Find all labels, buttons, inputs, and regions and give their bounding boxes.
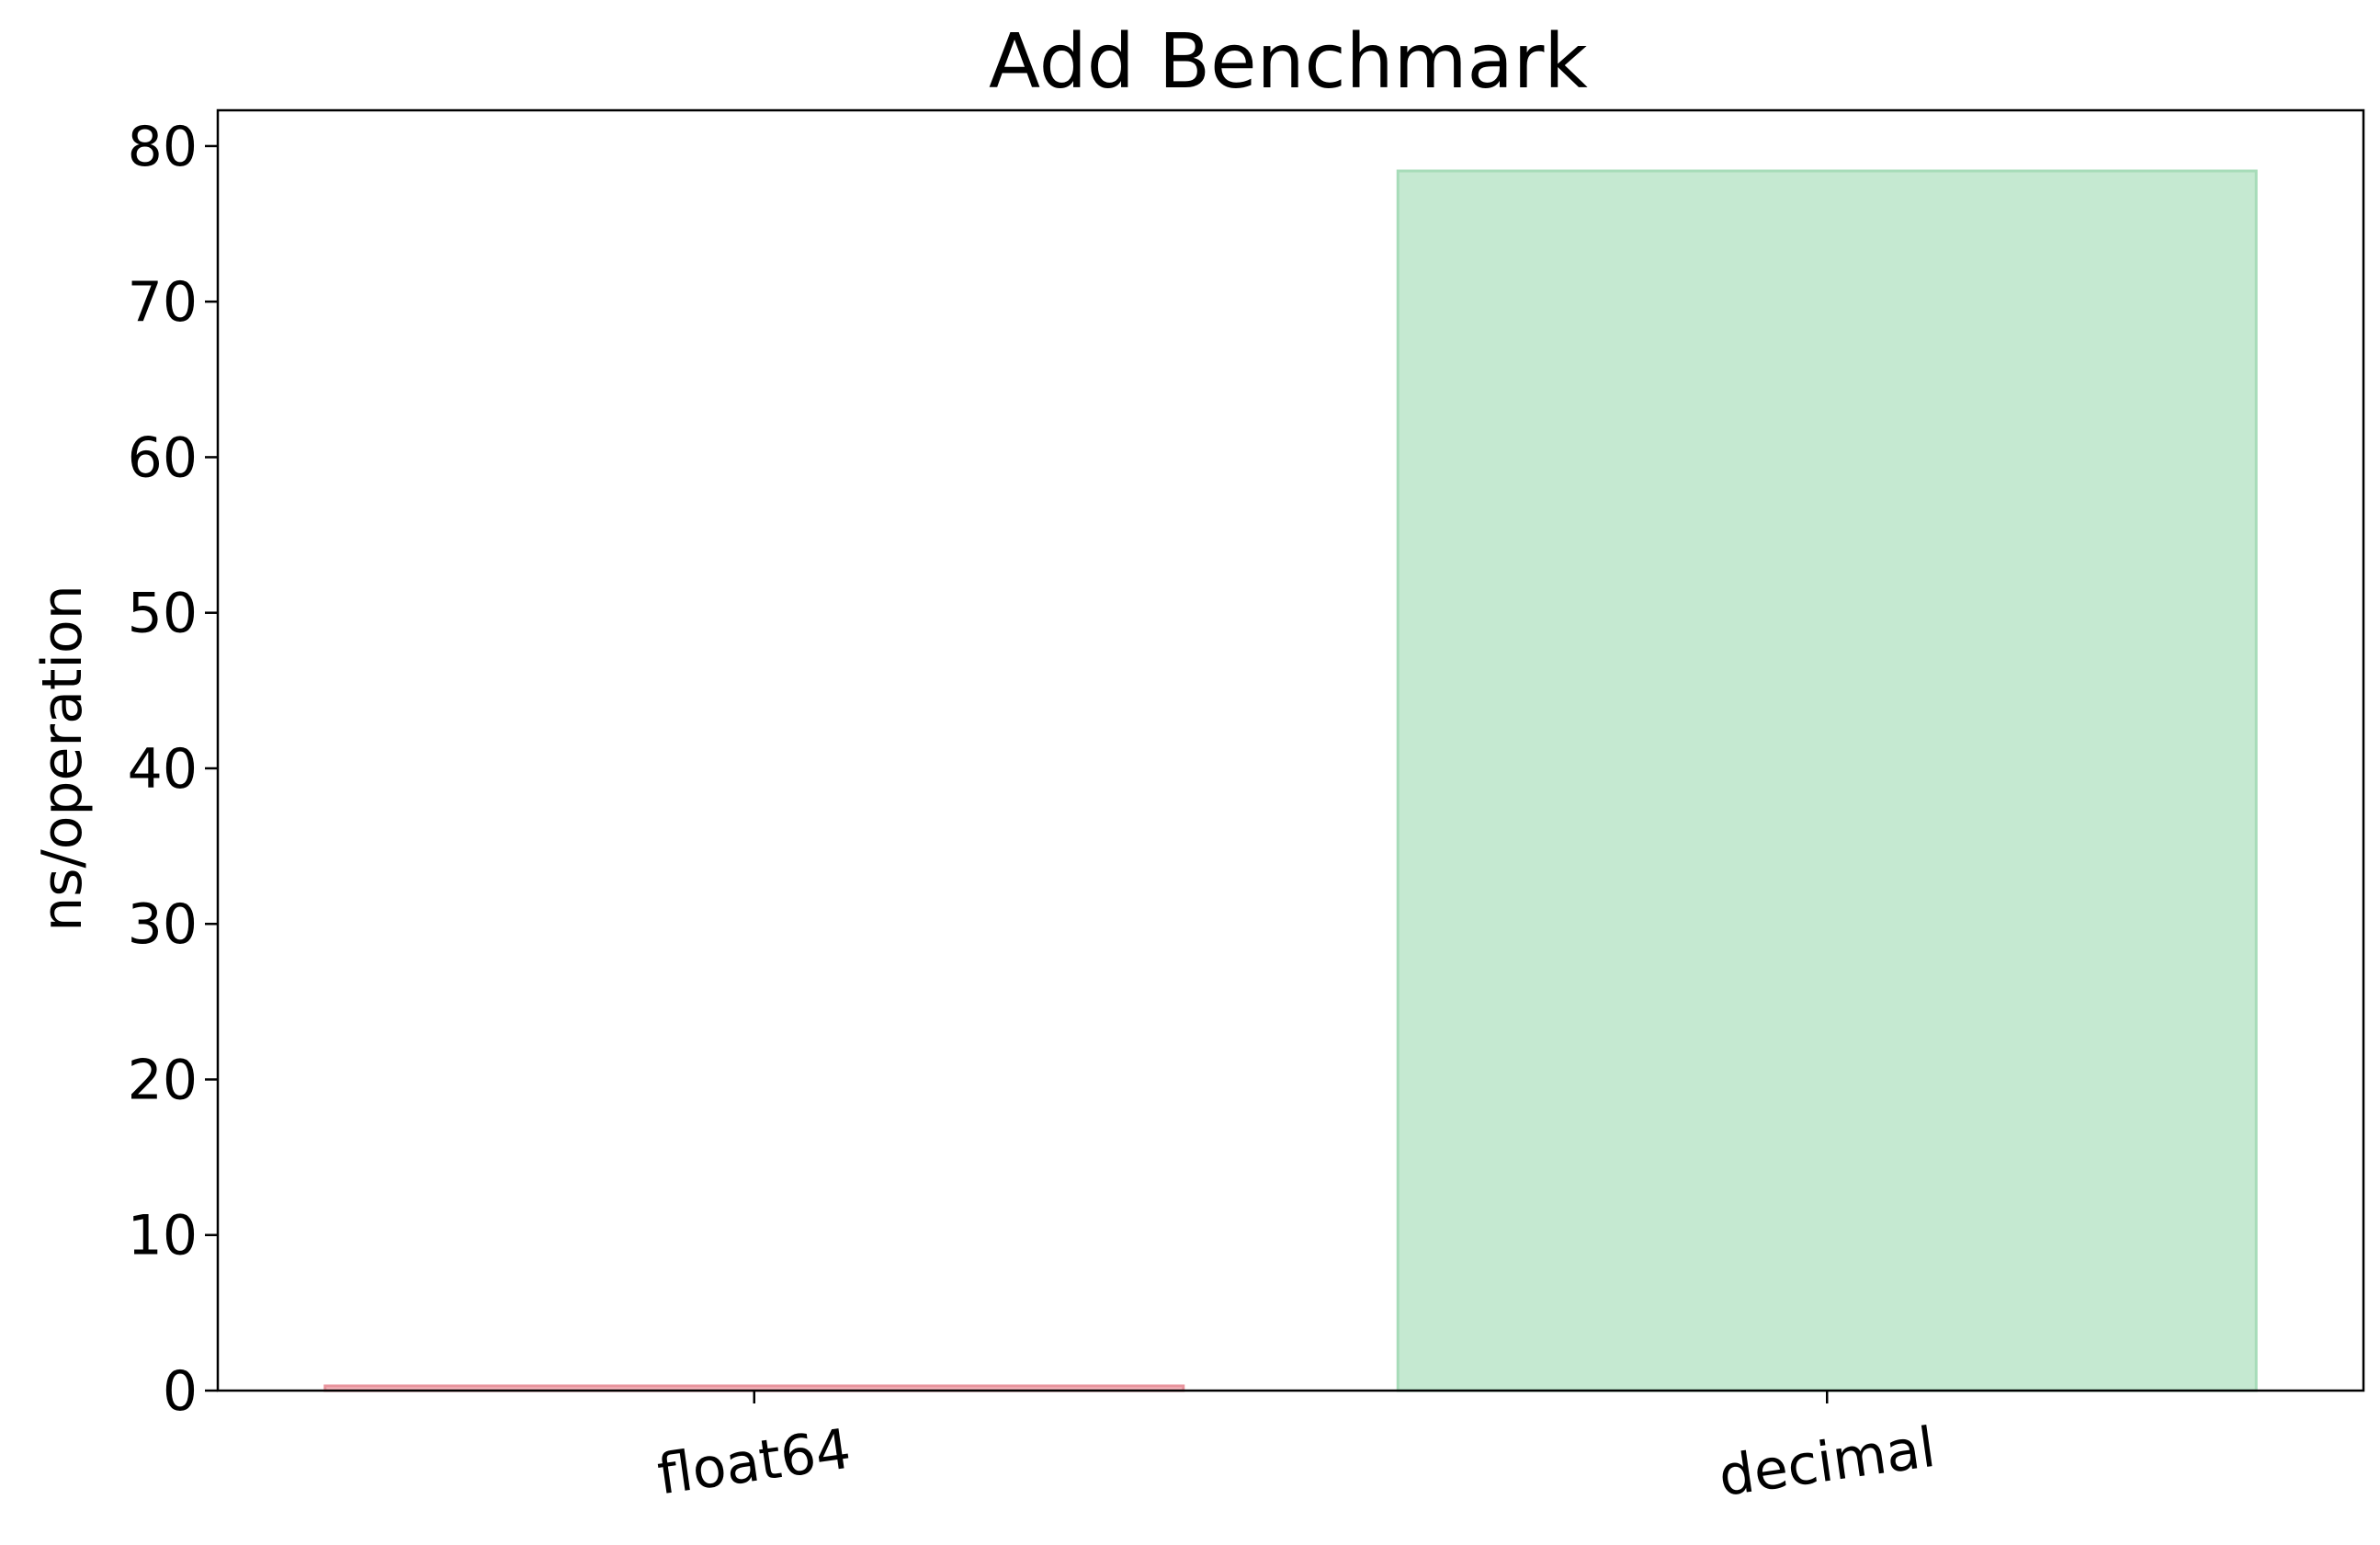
plot-frame	[216, 108, 2365, 1392]
y-tick-label: 20	[128, 1048, 198, 1112]
bars-layer	[323, 169, 2258, 1392]
bar-decimal	[1396, 169, 2258, 1392]
y-tick-label: 70	[128, 270, 198, 335]
y-axis: 0 10 20 30 40 50 60 70 80	[128, 115, 218, 1424]
x-axis: float64 decimal	[653, 1391, 1939, 1509]
y-tick-label: 40	[128, 737, 198, 801]
y-tick-label: 60	[128, 426, 198, 490]
x-tick-label-decimal: decimal	[1715, 1415, 1939, 1509]
y-tick-label: 10	[128, 1204, 198, 1268]
y-tick-label: 30	[128, 892, 198, 957]
y-axis-title: ns/operation	[30, 585, 95, 932]
x-tick-label-float64: float64	[653, 1417, 855, 1508]
y-tick-label: 0	[163, 1359, 198, 1424]
y-tick-label: 50	[128, 582, 198, 646]
y-tick-label: 80	[128, 115, 198, 179]
chart-title: Add Benchmark	[989, 18, 1588, 106]
